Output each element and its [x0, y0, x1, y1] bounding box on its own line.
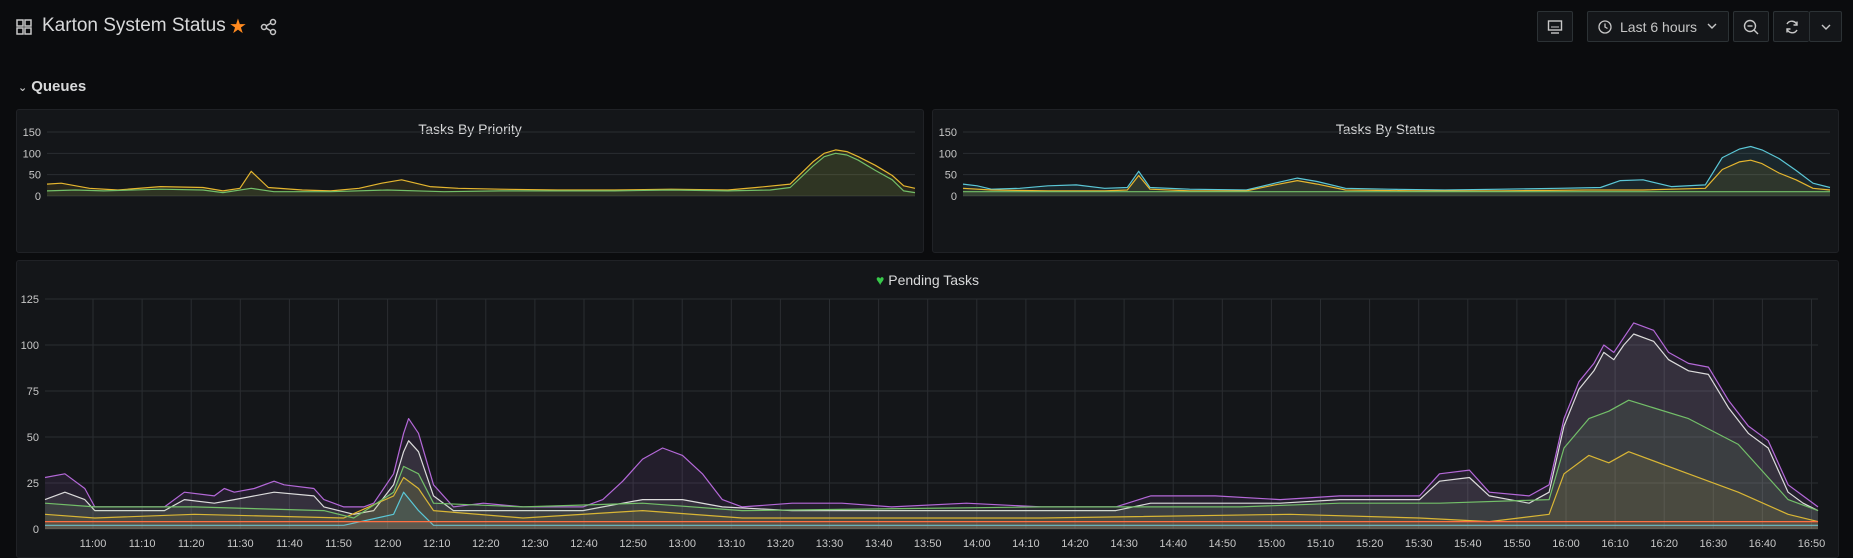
chevron-down-icon	[1707, 23, 1717, 29]
star-icon[interactable]: ★	[229, 16, 247, 38]
series-area	[47, 153, 915, 196]
x-tick-label: 12:10	[423, 538, 451, 550]
y-tick-label: 0	[33, 524, 39, 536]
x-tick-label: 13:10	[718, 538, 746, 550]
y-tick-label: 0	[35, 191, 41, 203]
x-tick-label: 12:20	[472, 538, 500, 550]
x-tick-label: 11:20	[178, 538, 205, 550]
series-area	[45, 322, 1818, 529]
x-tick-label: 16:40	[1749, 538, 1777, 550]
x-tick-label: 12:40	[570, 538, 598, 550]
y-tick-label: 25	[27, 478, 39, 490]
tv-mode-button[interactable]	[1537, 11, 1573, 42]
chevron-down-icon: ⌄	[18, 82, 28, 94]
chart-tasks-by-status[interactable]: 150 100 50 0	[933, 110, 1838, 252]
x-tick-label: 14:40	[1159, 538, 1187, 550]
refresh-interval-dropdown[interactable]	[1809, 11, 1842, 42]
series-line	[962, 159, 1831, 192]
y-tick-label: 0	[951, 191, 957, 203]
x-tick-label: 13:20	[767, 538, 795, 550]
series-line	[44, 399, 1819, 519]
share-icon[interactable]	[260, 18, 278, 36]
refresh-button[interactable]	[1773, 11, 1809, 42]
x-tick-label: 14:20	[1061, 538, 1089, 550]
panel-title: Pending Tasks	[888, 272, 980, 288]
x-tick-label: 15:30	[1405, 538, 1433, 550]
x-tick-label: 11:40	[276, 538, 303, 550]
dashboard-grid-icon[interactable]	[16, 19, 32, 35]
x-tick-label: 14:30	[1110, 538, 1138, 550]
x-tick-label: 15:20	[1356, 538, 1384, 550]
zoom-out-icon	[1743, 19, 1759, 34]
panel-tasks-by-priority[interactable]: Tasks By Priority 150 100 50 0	[16, 109, 924, 253]
refresh-icon	[1785, 20, 1798, 33]
zoom-out-button[interactable]	[1733, 11, 1769, 42]
series-line	[44, 333, 1819, 515]
x-tick-label: 16:00	[1552, 538, 1580, 550]
dashboard-title[interactable]: Karton System Status	[42, 15, 226, 36]
series-area	[45, 521, 1818, 529]
series-area	[45, 334, 1818, 529]
time-range-label: Last 6 hours	[1620, 18, 1698, 35]
series-line	[46, 152, 916, 194]
x-tick-label: 12:30	[521, 538, 549, 550]
y-tick-label: 100	[939, 148, 957, 160]
tv-icon	[1547, 19, 1563, 34]
x-tick-label: 16:20	[1650, 538, 1678, 550]
series-area	[963, 160, 1830, 196]
series-line	[46, 149, 916, 192]
panel-pending-tasks[interactable]: ♥ Pending Tasks 125 100 75 50 25 0 11:00 11:10 11…	[16, 260, 1839, 558]
y-tick-label: 150	[23, 127, 41, 139]
y-tick-label: 100	[21, 340, 39, 352]
chevron-down-icon	[1821, 24, 1830, 30]
y-tick-label: 50	[945, 170, 957, 182]
panel-title-row[interactable]: ♥ Pending Tasks	[17, 272, 1838, 288]
chart-pending-tasks[interactable]: 125 100 75 50 25 0 11:00 11:10 11:20 11:30 11:40 11…	[17, 261, 1838, 557]
x-tick-label: 12:50	[619, 538, 647, 550]
panel-tasks-by-status[interactable]: Tasks By Status 150 100 50 0	[932, 109, 1839, 253]
x-tick-label: 14:50	[1209, 538, 1237, 550]
dashboard-header: Karton System Status ★ Last 6 hours	[0, 0, 1853, 54]
y-tick-label: 125	[21, 294, 39, 306]
series-area	[45, 400, 1818, 529]
heart-icon: ♥	[875, 272, 885, 288]
y-tick-label: 150	[939, 127, 957, 139]
x-tick-label: 11:00	[80, 538, 107, 550]
x-tick-label: 11:30	[227, 538, 254, 550]
series-area	[47, 149, 915, 196]
x-tick-label: 15:50	[1503, 538, 1531, 550]
x-tick-label: 16:10	[1601, 538, 1629, 550]
x-tick-label: 14:10	[1012, 538, 1040, 550]
series-line	[962, 145, 1831, 191]
x-tick-label: 13:00	[668, 538, 696, 550]
x-tick-label: 14:00	[963, 538, 991, 550]
panel-title[interactable]: Tasks By Status	[1335, 121, 1436, 137]
x-tick-label: 15:40	[1454, 538, 1482, 550]
x-tick-label: 13:30	[816, 538, 844, 550]
x-tick-label: 15:10	[1307, 538, 1335, 550]
clock-icon	[1598, 19, 1612, 34]
series-area	[963, 191, 1830, 196]
y-tick-label: 50	[27, 432, 39, 444]
series-line	[44, 451, 1819, 523]
chart-tasks-by-priority[interactable]: 150 100 50 0	[17, 110, 923, 252]
series-line	[44, 322, 1819, 508]
x-tick-label: 13:50	[914, 538, 942, 550]
row-title: Queues	[31, 78, 87, 95]
y-tick-label: 50	[29, 170, 41, 182]
row-queues[interactable]: ⌄ Queues	[18, 78, 86, 95]
x-tick-label: 15:00	[1258, 538, 1286, 550]
x-tick-label: 11:50	[325, 538, 352, 550]
x-tick-label: 13:40	[865, 538, 893, 550]
y-tick-label: 75	[27, 386, 39, 398]
y-tick-label: 100	[23, 148, 41, 160]
x-tick-label: 12:00	[374, 538, 402, 550]
time-range-picker[interactable]: Last 6 hours	[1587, 11, 1729, 42]
x-tick-label: 11:10	[129, 538, 156, 550]
panel-title[interactable]: Tasks By Priority	[418, 121, 522, 137]
x-tick-label: 16:30	[1700, 538, 1728, 550]
x-tick-label: 16:50	[1798, 538, 1826, 550]
